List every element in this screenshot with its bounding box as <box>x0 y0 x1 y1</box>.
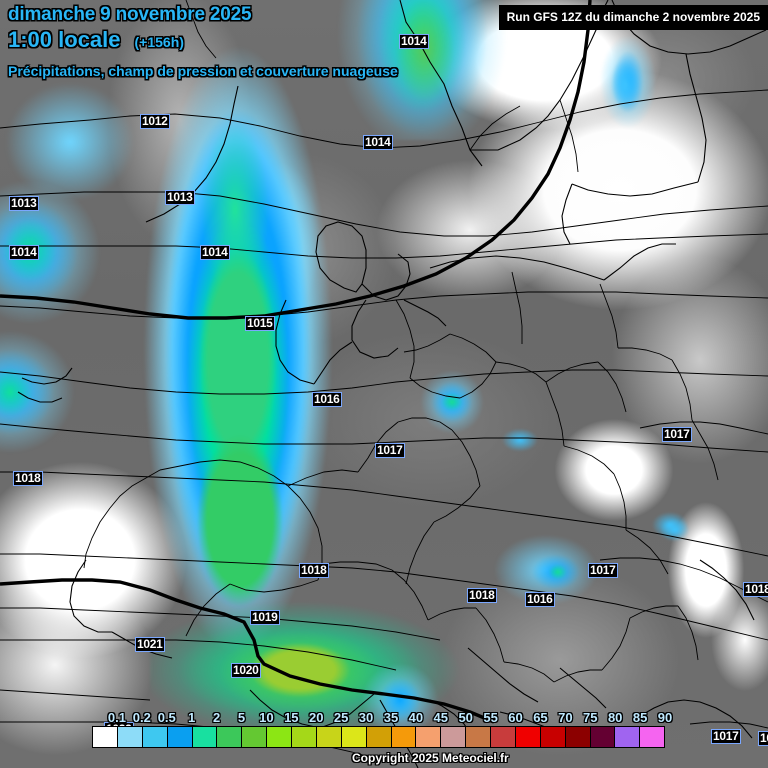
legend-swatch-21 <box>615 727 641 747</box>
legend-tick-5: 5 <box>237 710 246 725</box>
isobar-highlighted <box>0 0 592 724</box>
legend-swatch-5 <box>217 727 243 747</box>
legend-swatch-12 <box>391 727 417 747</box>
isobar-label-1020-20: 1020 <box>231 663 261 678</box>
legend-tick-2: 2 <box>212 710 221 725</box>
legend-tick-40: 40 <box>408 710 424 725</box>
isobar-label-1014-5: 1014 <box>363 135 393 150</box>
isobar-label-1014-4: 1014 <box>200 245 230 260</box>
isobar-label-1013-2: 1013 <box>165 190 195 205</box>
precipitation-color-legend <box>92 726 665 748</box>
legend-tick-0.1: 0.1 <box>107 710 126 725</box>
legend-tick-55: 55 <box>483 710 498 725</box>
legend-swatch-6 <box>242 727 268 747</box>
isobar-label-1017-11: 1017 <box>588 563 618 578</box>
legend-swatch-13 <box>416 727 442 747</box>
isobar-label-1016-8: 1016 <box>312 392 342 407</box>
coastlines <box>17 0 767 768</box>
legend-swatch-9 <box>316 727 342 747</box>
precip-blob-poland <box>480 410 560 470</box>
isobar-label-1017-14: 1017 <box>758 731 768 746</box>
isobar-label-1016-9: 1016 <box>525 592 555 607</box>
legend-swatch-15 <box>466 727 491 747</box>
legend-swatch-8 <box>292 727 317 747</box>
legend-swatch-19 <box>565 727 591 747</box>
isobar-label-1017-13: 1017 <box>711 729 741 744</box>
isobar-label-1017-12: 1017 <box>662 427 692 442</box>
isobar-label-1014-6: 1014 <box>399 34 429 49</box>
legend-swatch-16 <box>491 727 516 747</box>
isobar-label-1018-17: 1018 <box>467 588 497 603</box>
isobar-label-1018-18: 1018 <box>743 582 768 597</box>
legend-tick-80: 80 <box>607 710 623 725</box>
legend-tick-0.5: 0.5 <box>157 710 176 725</box>
legend-swatch-17 <box>515 727 541 747</box>
legend-tick-30: 30 <box>358 710 374 725</box>
legend-tick-35: 35 <box>383 710 399 725</box>
title-block: dimanche 9 novembre 2025 1:00 locale (+1… <box>8 4 398 79</box>
legend-tick-0.2: 0.2 <box>132 710 151 725</box>
legend-tick-60: 60 <box>508 710 523 725</box>
model-run-label: Run GFS 12Z du dimanche 2 novembre 2025 <box>506 10 760 24</box>
legend-tick-25: 25 <box>333 710 349 725</box>
forecast-date: dimanche 9 novembre 2025 <box>8 4 252 25</box>
isobar-label-1014-3: 1014 <box>9 245 39 260</box>
legend-swatch-1 <box>117 727 143 747</box>
legend-tick-10: 10 <box>259 710 274 725</box>
copyright-label: Copyright 2025 Meteociel.fr <box>352 751 509 765</box>
map-subtitle: Précipitations, champ de pression et cou… <box>8 63 398 79</box>
legend-tick-1: 1 <box>188 710 196 725</box>
legend-swatch-14 <box>441 727 467 747</box>
legend-tick-90: 90 <box>657 710 673 725</box>
legend-swatch-7 <box>267 727 292 747</box>
legend-swatch-0 <box>93 727 118 747</box>
isobar-label-1017-10: 1017 <box>375 443 405 458</box>
country-borders <box>83 0 719 683</box>
model-run-banner: Run GFS 12Z du dimanche 2 novembre 2025 <box>498 5 768 30</box>
legend-swatch-2 <box>142 727 168 747</box>
legend-tick-20: 20 <box>308 710 324 725</box>
forecast-hour: (+156h) <box>134 34 184 50</box>
isobars <box>0 89 768 765</box>
isobar-label-1015-7: 1015 <box>245 316 275 331</box>
legend-swatch-22 <box>640 727 665 747</box>
legend-tick-65: 65 <box>533 710 548 725</box>
legend-swatch-20 <box>590 727 616 747</box>
legend-swatch-18 <box>540 727 566 747</box>
precip-blob-norway <box>580 40 670 130</box>
legend-tick-labels: 0.1 0.2 0.5 1 2 5 10 15 20 25 30 35 40 45 50 55 60 65 70 75… <box>92 710 672 726</box>
isobar-label-1019-19: 1019 <box>250 610 280 625</box>
forecast-time: 1:00 locale <box>8 27 121 52</box>
precip-blob-atlantic-south <box>0 330 110 470</box>
isobar-label-1018-16: 1018 <box>299 563 329 578</box>
legend-tick-75: 75 <box>583 710 598 725</box>
isobar-label-1018-15: 1018 <box>13 471 43 486</box>
legend-tick-50: 50 <box>458 710 473 725</box>
legend-swatch-4 <box>192 727 218 747</box>
legend-swatch-11 <box>366 727 392 747</box>
isobar-label-1012-0: 1012 <box>140 114 170 129</box>
isobar-label-1013-1: 1013 <box>9 196 39 211</box>
legend-swatch-10 <box>341 727 367 747</box>
legend-tick-15: 15 <box>284 710 299 725</box>
legend-tick-45: 45 <box>433 710 449 725</box>
legend-tick-70: 70 <box>558 710 573 725</box>
legend-tick-85: 85 <box>632 710 648 725</box>
isobar-label-1021-21: 1021 <box>135 637 165 652</box>
legend-swatch-3 <box>167 727 193 747</box>
